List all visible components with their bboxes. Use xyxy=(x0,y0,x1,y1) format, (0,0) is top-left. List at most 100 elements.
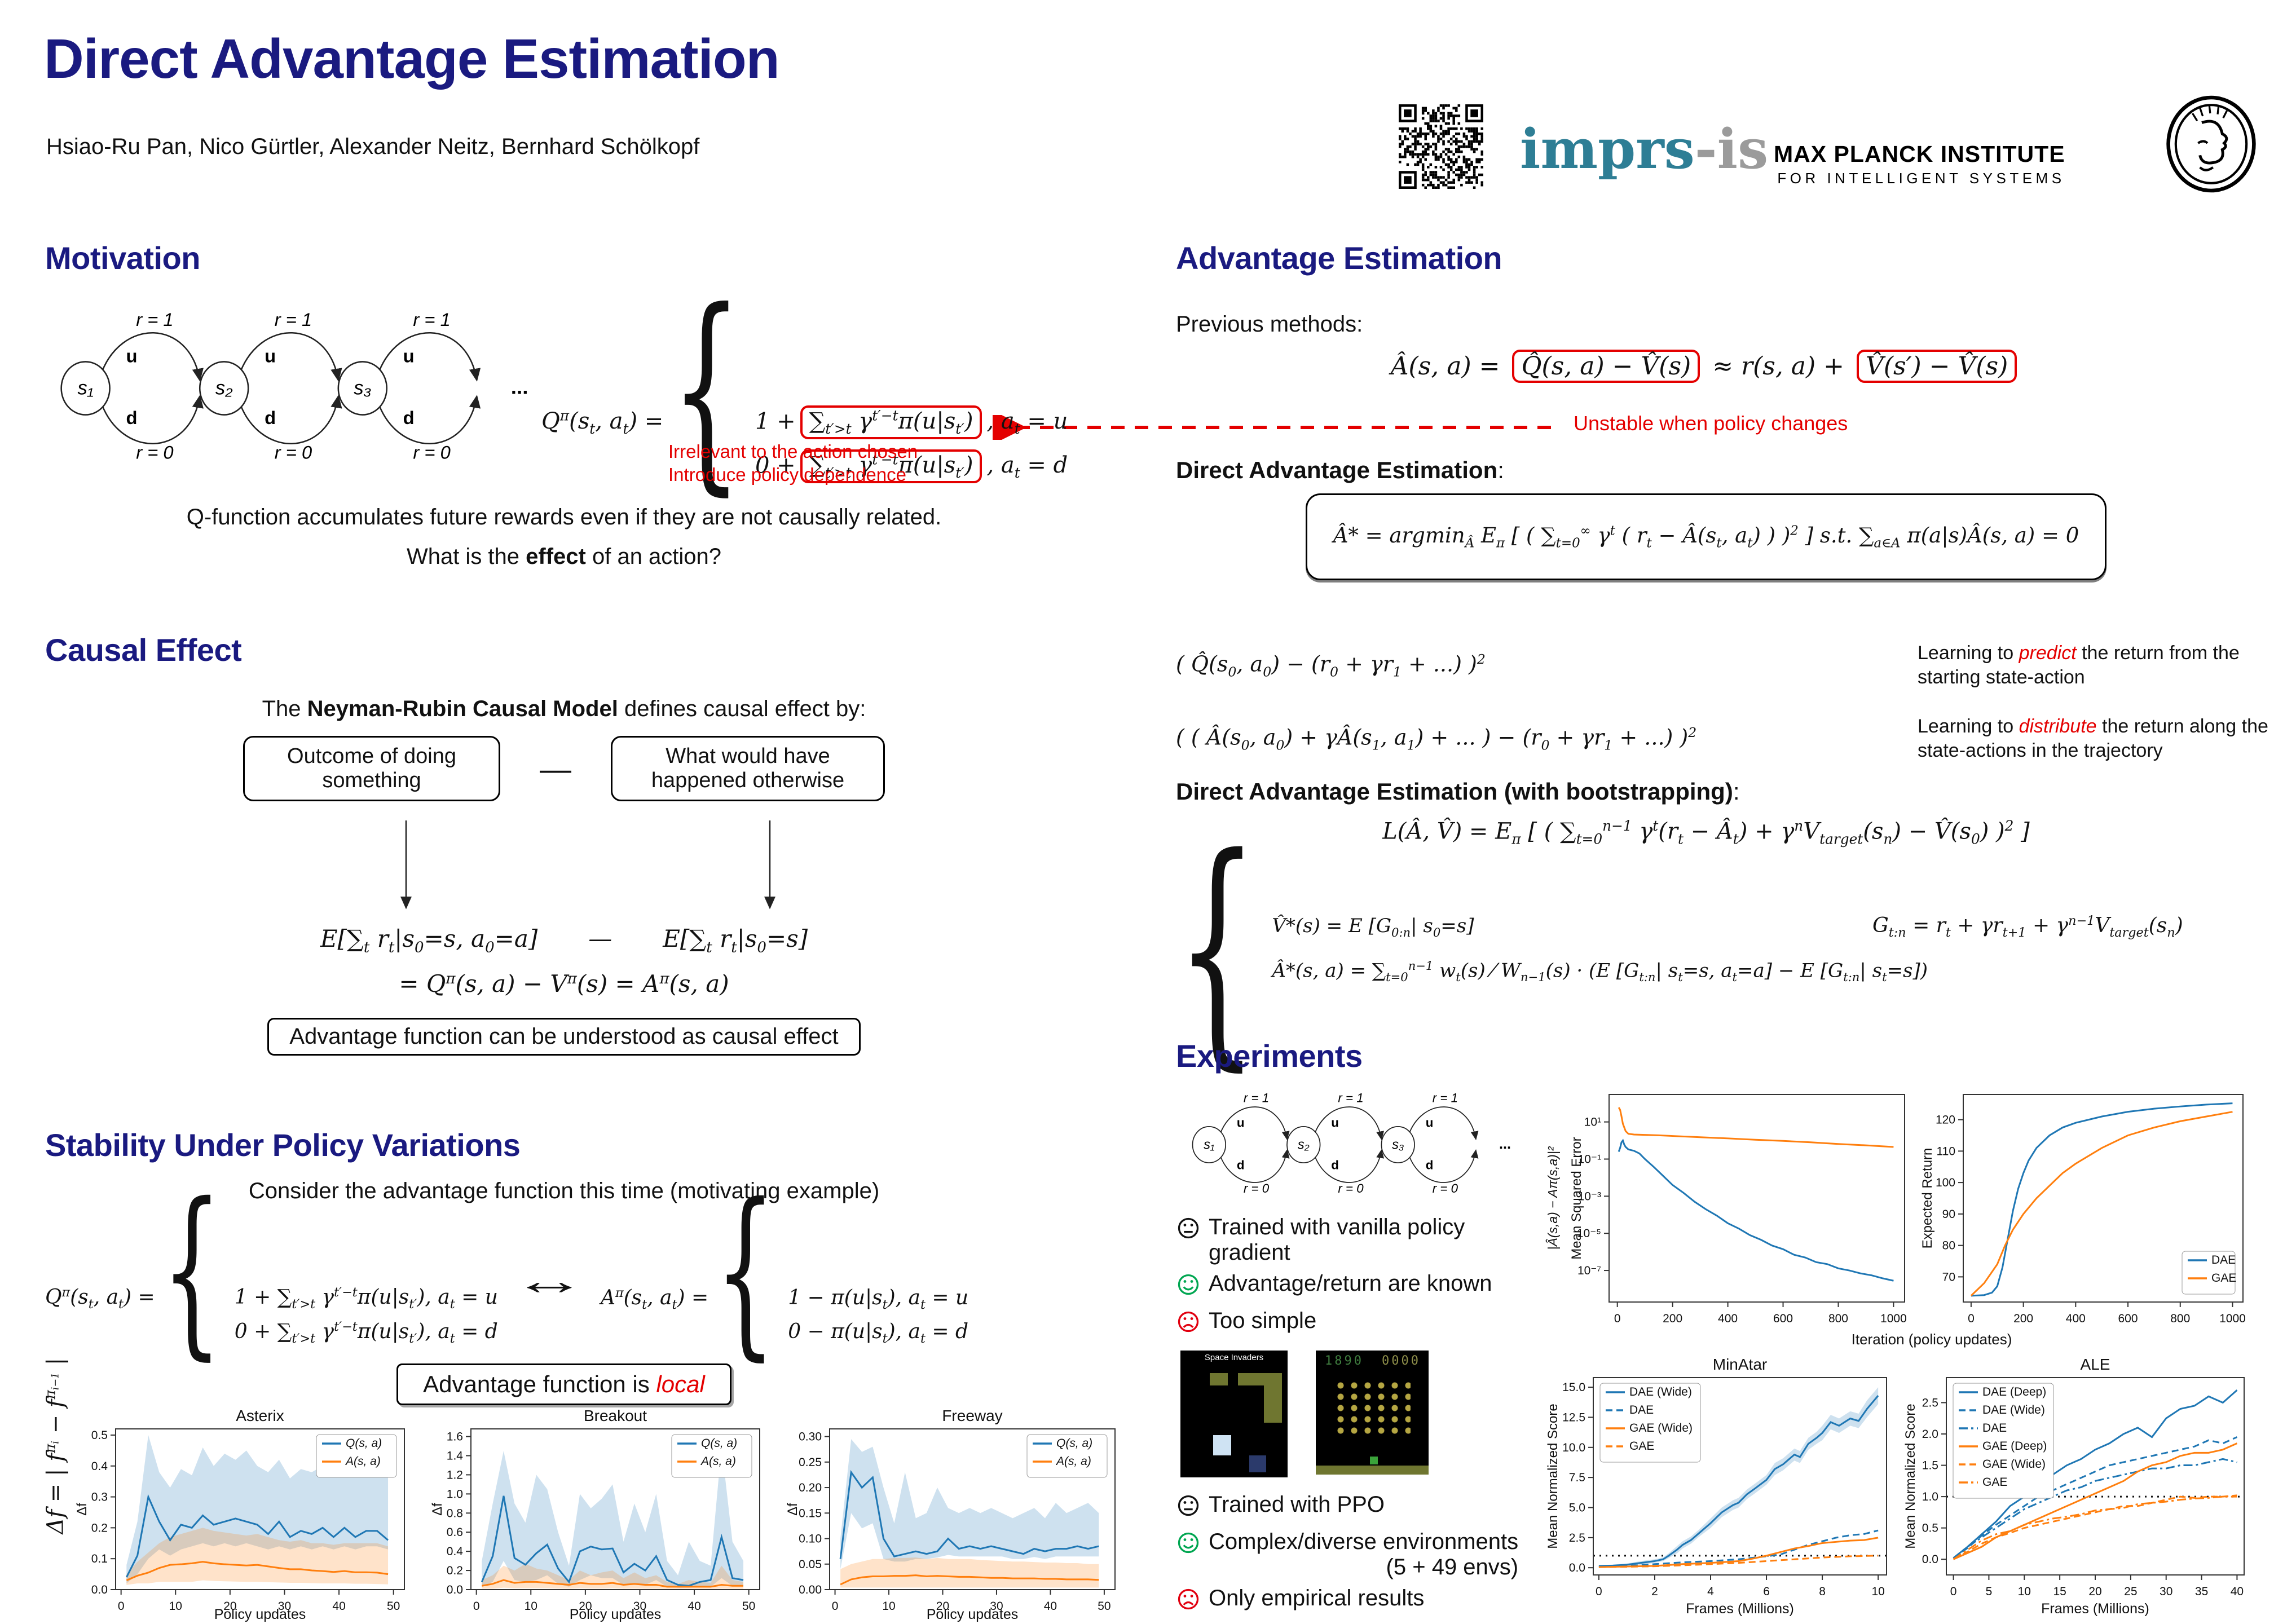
irrelevant-sum-box-d: ∑t′>t γt′−tπ(u|st′) xyxy=(800,449,982,484)
svg-text:d: d xyxy=(1426,1158,1434,1172)
svg-text:400: 400 xyxy=(1718,1312,1738,1325)
stability-intro: Consider the advantage function this tim… xyxy=(248,1179,880,1203)
counterfactual-box: What would have happened otherwise xyxy=(611,736,885,801)
svg-text:0: 0 xyxy=(1968,1312,1975,1325)
mse-chart: 0 200 400 600 800 1000 10¹ 10⁻¹ 10⁻³ 10⁻⁵ 10⁻⁷ Mean… xyxy=(1545,1085,1911,1339)
svg-text:10⁻³: 10⁻³ xyxy=(1578,1190,1601,1203)
svg-text:|Â(s,a) − Aπ(s,a)|²: |Â(s,a) − Aπ(s,a)|² xyxy=(1545,1146,1560,1250)
boot-label: Direct Advantage Estimation (with bootst… xyxy=(1176,778,1740,805)
unstable-arrow xyxy=(987,411,1557,444)
bullet-simple: Too simple xyxy=(1176,1308,1537,1340)
svg-text:0.00: 0.00 xyxy=(799,1583,822,1596)
outcome-box: Outcome of doing something xyxy=(243,736,500,801)
svg-text:50: 50 xyxy=(1098,1600,1110,1613)
svg-text:GAE (Wide): GAE (Wide) xyxy=(1982,1458,2046,1471)
svg-text:Q(s, a): Q(s, a) xyxy=(701,1437,737,1450)
svg-text:2: 2 xyxy=(1651,1585,1658,1598)
svg-text:400: 400 xyxy=(2066,1312,2086,1325)
section-causal-effect: Causal Effect The Neyman-Rubin Causal Mo… xyxy=(45,632,1122,1056)
svg-text:40: 40 xyxy=(2231,1585,2244,1598)
causal-equals-line: = Qπ(s, a) − Vπ(s) = Aπ(s, a) xyxy=(399,970,729,998)
a-star-formula: Â*(s, a) = ∑t=0n−1 wt(s) ⁄ Wn−1(s) · (E … xyxy=(1272,958,1928,984)
svg-text:50: 50 xyxy=(387,1600,400,1613)
svg-text:A(s, a): A(s, a) xyxy=(1055,1455,1091,1468)
section-motivation: Motivation u d r = 1 r = 0 u d r = 1 r = 0 u d r =… xyxy=(45,240,1122,569)
svg-text:110: 110 xyxy=(1937,1145,1955,1158)
svg-text:0.05: 0.05 xyxy=(799,1558,822,1571)
svg-text:10⁻⁵: 10⁻⁵ xyxy=(1577,1227,1601,1240)
svg-text:10: 10 xyxy=(1871,1585,1884,1598)
svg-text:s₁: s₁ xyxy=(77,378,93,399)
svg-text:30: 30 xyxy=(2160,1585,2172,1598)
imprs-logo-main: imprs xyxy=(1520,117,1695,181)
q-function-formula: Qπ(st, at) = { 1 + ∑t′>t γt′−tπ(u|st′), a… xyxy=(541,265,1068,515)
svg-text:Q(s, a): Q(s, a) xyxy=(346,1437,382,1450)
svg-text:35: 35 xyxy=(2195,1585,2208,1598)
svg-text:40: 40 xyxy=(1044,1600,1057,1613)
svg-text:0.2: 0.2 xyxy=(447,1564,463,1577)
neutral-face-icon xyxy=(1176,1493,1201,1524)
svg-text:50: 50 xyxy=(742,1600,755,1613)
svg-text:800: 800 xyxy=(1828,1312,1848,1325)
svg-text:s₃: s₃ xyxy=(354,378,371,399)
svg-text:1000: 1000 xyxy=(2219,1312,2246,1325)
return-chart: 0 200 400 600 800 1000 70 80 90 100 110 120 Expected… xyxy=(1919,1085,2252,1339)
svg-text:6: 6 xyxy=(1763,1585,1770,1598)
svg-text:GAE: GAE xyxy=(2211,1272,2236,1285)
svg-text:r = 1: r = 1 xyxy=(136,309,173,330)
svg-text:0.3: 0.3 xyxy=(91,1491,108,1504)
svg-text:100: 100 xyxy=(1936,1176,1955,1189)
svg-text:0: 0 xyxy=(118,1600,125,1613)
svg-text:0.25: 0.25 xyxy=(799,1456,822,1469)
v-star-formula: V̂*(s) = E [G0:n| s0=s] xyxy=(1272,915,1474,939)
exp1-info: u d r = 1 r = 0 u d r = 1 r = 0 u d r = 1 r = 0 s₁ s₂… xyxy=(1176,1085,1537,1345)
svg-text:DAE: DAE xyxy=(1629,1404,1654,1416)
local-box-wrap: Advantage function is local xyxy=(45,1363,1083,1405)
svg-text:30: 30 xyxy=(633,1600,646,1613)
svg-text:0: 0 xyxy=(473,1600,480,1613)
atari-screenshot: 1890 0000 xyxy=(1316,1351,1429,1475)
svg-text:0.1: 0.1 xyxy=(91,1552,108,1565)
svg-text:1.2: 1.2 xyxy=(447,1468,463,1481)
svg-text:12.5: 12.5 xyxy=(1562,1411,1585,1424)
section-advantage-estimation: Advantage Estimation Previous methods: Â… xyxy=(1176,240,2281,1092)
causal-conclusion-box: Advantage function can be understood as … xyxy=(267,1018,861,1056)
svg-text:DAE (Wide): DAE (Wide) xyxy=(1629,1385,1692,1398)
predict-note: Learning to predict the return from the … xyxy=(1918,642,2240,688)
svg-text:8: 8 xyxy=(1819,1585,1826,1598)
causal-conclusion-wrap: Advantage function can be understood as … xyxy=(45,1018,1083,1056)
svg-text:10: 10 xyxy=(169,1600,182,1613)
happy-face-icon xyxy=(1176,1272,1201,1303)
dae-objective-box: Â* = argminÂ Eπ [ ( ∑t=0∞ γt ( rt − Â(st… xyxy=(1305,493,2107,581)
neutral-face-icon xyxy=(1176,1216,1201,1246)
svg-text:0.0: 0.0 xyxy=(91,1583,108,1596)
svg-text:20: 20 xyxy=(223,1600,236,1613)
stability-a-formula: Aπ(st, at) = { 1 − π(u|st), at = u 0 − π… xyxy=(600,1165,969,1378)
svg-text:80: 80 xyxy=(1942,1239,1955,1252)
alien-grid xyxy=(1334,1380,1411,1438)
boot-system: { V̂*(s) = E [G0:n| s0=s] Â*(s, a) = ∑t=… xyxy=(1176,806,1928,1093)
svg-text:2.5: 2.5 xyxy=(1569,1532,1585,1544)
svg-text:30: 30 xyxy=(990,1600,1003,1613)
svg-text:Mean Normalized Score: Mean Normalized Score xyxy=(1545,1404,1561,1548)
dae-label: Direct Advantage Estimation: xyxy=(1176,457,1504,483)
svg-text:2.0: 2.0 xyxy=(1922,1428,1938,1441)
svg-text:u: u xyxy=(126,345,137,366)
svg-text:s₂: s₂ xyxy=(215,378,233,399)
local-box: Advantage function is local xyxy=(396,1363,731,1405)
svg-text:0: 0 xyxy=(1614,1312,1621,1325)
svg-text:GAE: GAE xyxy=(1629,1440,1654,1453)
svg-text:d: d xyxy=(1331,1158,1339,1172)
stability-heading: Stability Under Policy Variations xyxy=(45,1127,521,1163)
bullet-vpg: Trained with vanilla policy gradient xyxy=(1176,1215,1537,1265)
svg-text:7.5: 7.5 xyxy=(1569,1471,1585,1484)
svg-text:u: u xyxy=(1237,1116,1245,1130)
svg-text:70: 70 xyxy=(1942,1270,1955,1283)
boot-loss-formula: L(Â, V̂) = Eπ [ ( ∑t=0n−1 γt(rt − Ât) + … xyxy=(1382,818,2030,848)
svg-text:1000: 1000 xyxy=(1880,1312,1907,1325)
svg-text:0.8: 0.8 xyxy=(447,1507,463,1520)
svg-text:200: 200 xyxy=(1663,1312,1682,1325)
causal-expect-row: E[∑t rt|s0=s, a0=a] — E[∑t rt|s0=s] xyxy=(320,925,808,956)
svg-text:1.5: 1.5 xyxy=(1922,1459,1938,1472)
svg-text:u: u xyxy=(1426,1116,1434,1130)
